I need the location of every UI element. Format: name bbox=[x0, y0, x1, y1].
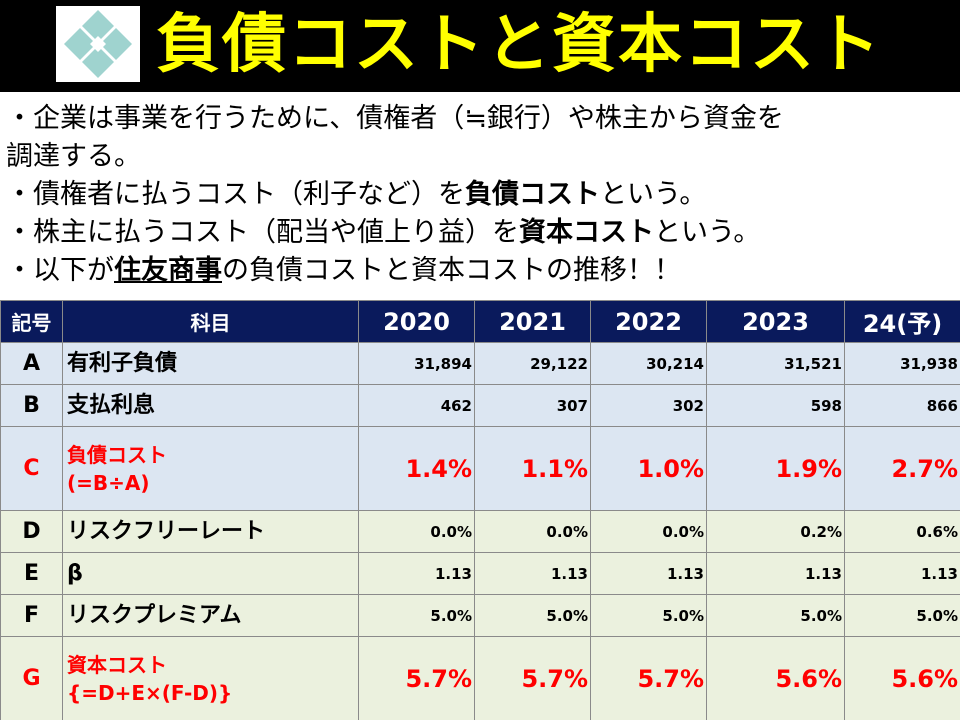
row-item: 資本コスト {=D+E×(F-D)} bbox=[62, 636, 359, 720]
row-item: リスクプレミアム bbox=[62, 594, 359, 637]
table-cell: 5.7% bbox=[590, 636, 707, 720]
table-cell: 5.0% bbox=[474, 594, 591, 637]
row-item: 有利子負債 bbox=[62, 342, 359, 385]
row-code: A bbox=[0, 342, 63, 385]
table-cell: 1.13 bbox=[474, 552, 591, 595]
table-row-b: B 支払利息 462 307 302 598 866 bbox=[0, 384, 960, 427]
table-cell: 31,938 bbox=[844, 342, 960, 385]
row-code: C bbox=[0, 426, 63, 511]
header-year-2021: 2021 bbox=[474, 300, 591, 343]
bullet-3: ・株主に払うコスト（配当や値上り益）を資本コストという。 bbox=[6, 217, 761, 248]
row-item: 支払利息 bbox=[62, 384, 359, 427]
table-row-g: G 資本コスト {=D+E×(F-D)} 5.7% 5.7% 5.7% 5.6% … bbox=[0, 636, 960, 720]
table-cell: 307 bbox=[474, 384, 591, 427]
header-bar: 負債コストと資本コスト bbox=[0, 0, 960, 92]
row-code: F bbox=[0, 594, 63, 637]
table-row-e: E β 1.13 1.13 1.13 1.13 1.13 bbox=[0, 552, 960, 595]
header-year-2023: 2023 bbox=[706, 300, 845, 343]
table-cell: 5.0% bbox=[844, 594, 960, 637]
table-cell: 1.4% bbox=[358, 426, 475, 511]
table-cell: 1.13 bbox=[358, 552, 475, 595]
header-year-2022: 2022 bbox=[590, 300, 707, 343]
table-cell: 1.13 bbox=[590, 552, 707, 595]
table-cell: 0.0% bbox=[358, 510, 475, 553]
table-cell: 0.6% bbox=[844, 510, 960, 553]
row-item: 負債コスト (=B÷A) bbox=[62, 426, 359, 511]
table-row-f: F リスクプレミアム 5.0% 5.0% 5.0% 5.0% 5.0% bbox=[0, 594, 960, 637]
header-item: 科目 bbox=[62, 300, 359, 343]
table-cell: 0.0% bbox=[474, 510, 591, 553]
row-item: リスクフリーレート bbox=[62, 510, 359, 553]
table-cell: 1.13 bbox=[844, 552, 960, 595]
table-cell: 5.0% bbox=[590, 594, 707, 637]
table-cell: 0.2% bbox=[706, 510, 845, 553]
table-cell: 1.13 bbox=[706, 552, 845, 595]
table-row-a: A 有利子負債 31,894 29,122 30,214 31,521 31,9… bbox=[0, 342, 960, 385]
table-cell: 5.7% bbox=[358, 636, 475, 720]
table-cell: 1.1% bbox=[474, 426, 591, 511]
row-code: B bbox=[0, 384, 63, 427]
bullet-2: ・債権者に払うコスト（利子など）を負債コストという。 bbox=[6, 179, 707, 210]
table-cell: 462 bbox=[358, 384, 475, 427]
table-cell: 1.0% bbox=[590, 426, 707, 511]
table-cell: 5.0% bbox=[358, 594, 475, 637]
table-header-row: 記号 科目 2020 2021 2022 2023 24(予) bbox=[0, 300, 960, 343]
bullet-4: ・以下が住友商事の負債コストと資本コストの推移！！ bbox=[6, 255, 681, 286]
header-code: 記号 bbox=[0, 300, 63, 343]
table-cell: 30,214 bbox=[590, 342, 707, 385]
table-cell: 866 bbox=[844, 384, 960, 427]
table-cell: 31,521 bbox=[706, 342, 845, 385]
table-cell: 5.6% bbox=[706, 636, 845, 720]
cost-table: 記号 科目 2020 2021 2022 2023 24(予) A 有利子負債 … bbox=[0, 300, 960, 720]
bullet-1-line-1: ・企業は事業を行うために、債権者（≒銀行）や株主から資金を bbox=[6, 103, 784, 134]
page-title: 負債コストと資本コスト bbox=[156, 8, 882, 82]
row-code: E bbox=[0, 552, 63, 595]
table-cell: 5.6% bbox=[844, 636, 960, 720]
table-cell: 29,122 bbox=[474, 342, 591, 385]
table-cell: 31,894 bbox=[358, 342, 475, 385]
sumitomo-igeta-logo-icon bbox=[56, 6, 140, 82]
row-item: β bbox=[62, 552, 359, 595]
row-code: G bbox=[0, 636, 63, 720]
bullet-1-line-2: 調達する。 bbox=[6, 141, 141, 172]
table-cell: 1.9% bbox=[706, 426, 845, 511]
table-cell: 2.7% bbox=[844, 426, 960, 511]
bullet-list: ・企業は事業を行うために、債権者（≒銀行）や株主から資金を 調達する。 ・債権者… bbox=[6, 100, 956, 290]
table-cell: 302 bbox=[590, 384, 707, 427]
table-cell: 0.0% bbox=[590, 510, 707, 553]
table-row-c: C 負債コスト (=B÷A) 1.4% 1.1% 1.0% 1.9% 2.7% bbox=[0, 426, 960, 511]
row-code: D bbox=[0, 510, 63, 553]
header-year-2020: 2020 bbox=[358, 300, 475, 343]
table-row-d: D リスクフリーレート 0.0% 0.0% 0.0% 0.2% 0.6% bbox=[0, 510, 960, 553]
table-cell: 5.0% bbox=[706, 594, 845, 637]
table-cell: 598 bbox=[706, 384, 845, 427]
title-box: 負債コストと資本コスト bbox=[150, 4, 946, 86]
header-year-2024-forecast: 24(予) bbox=[844, 300, 960, 343]
table-cell: 5.7% bbox=[474, 636, 591, 720]
